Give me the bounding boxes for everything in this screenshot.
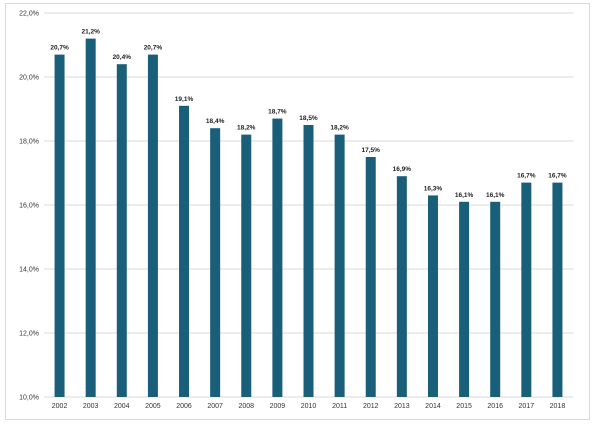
y-tick-label: 16,0% — [19, 203, 39, 210]
data-label: 17,5% — [362, 147, 381, 154]
data-label: 16,7% — [548, 173, 567, 180]
x-tick-label: 2010 — [301, 403, 317, 410]
x-tick-label: 2005 — [145, 403, 161, 410]
x-tick-label: 2004 — [114, 403, 130, 410]
bar — [272, 118, 283, 397]
bar — [365, 157, 376, 397]
x-tick-label: 2018 — [550, 403, 566, 410]
y-tick-label: 22,0% — [19, 11, 39, 18]
data-label: 16,1% — [455, 192, 474, 199]
bar — [334, 134, 345, 397]
data-label: 18,4% — [206, 118, 225, 125]
bar — [396, 176, 407, 397]
y-tick-label: 10,0% — [19, 395, 39, 402]
x-tick-label: 2017 — [519, 403, 535, 410]
bar — [54, 54, 65, 397]
data-label: 21,2% — [81, 29, 100, 36]
bar — [521, 182, 532, 397]
x-tick-label: 2002 — [52, 403, 68, 410]
data-label: 18,2% — [237, 125, 256, 132]
x-tick-label: 2006 — [176, 403, 192, 410]
bar — [303, 125, 314, 397]
bar — [116, 64, 127, 397]
data-label: 18,2% — [330, 125, 349, 132]
y-tick-label: 12,0% — [19, 331, 39, 338]
y-tick-label: 20,0% — [19, 75, 39, 82]
bar — [427, 195, 438, 397]
data-label: 16,9% — [393, 166, 412, 173]
y-tick-label: 18,0% — [19, 139, 39, 146]
bar — [552, 182, 563, 397]
x-tick-label: 2014 — [425, 403, 441, 410]
bar — [459, 201, 470, 397]
x-tick-label: 2007 — [207, 403, 223, 410]
data-label: 20,7% — [144, 45, 163, 52]
data-label: 16,3% — [424, 185, 443, 192]
data-label: 18,7% — [268, 109, 287, 116]
x-tick-label: 2016 — [487, 403, 503, 410]
data-label: 16,7% — [517, 173, 536, 180]
x-tick-label: 2008 — [238, 403, 254, 410]
x-tick-label: 2012 — [363, 403, 379, 410]
y-tick-label: 14,0% — [19, 267, 39, 274]
bar — [210, 128, 221, 397]
bar — [147, 54, 158, 397]
data-label: 18,5% — [299, 115, 318, 122]
data-label: 16,1% — [486, 192, 505, 199]
x-tick-label: 2003 — [83, 403, 99, 410]
bar — [490, 201, 501, 397]
data-label: 20,4% — [113, 54, 132, 61]
data-label: 19,1% — [175, 96, 194, 103]
x-tick-label: 2009 — [270, 403, 286, 410]
data-label: 20,7% — [50, 45, 69, 52]
bar — [241, 134, 252, 397]
x-tick-label: 2015 — [456, 403, 472, 410]
x-tick-label: 2011 — [332, 403, 347, 410]
bar — [85, 38, 96, 397]
bar — [179, 105, 190, 398]
x-tick-label: 2013 — [394, 403, 410, 410]
